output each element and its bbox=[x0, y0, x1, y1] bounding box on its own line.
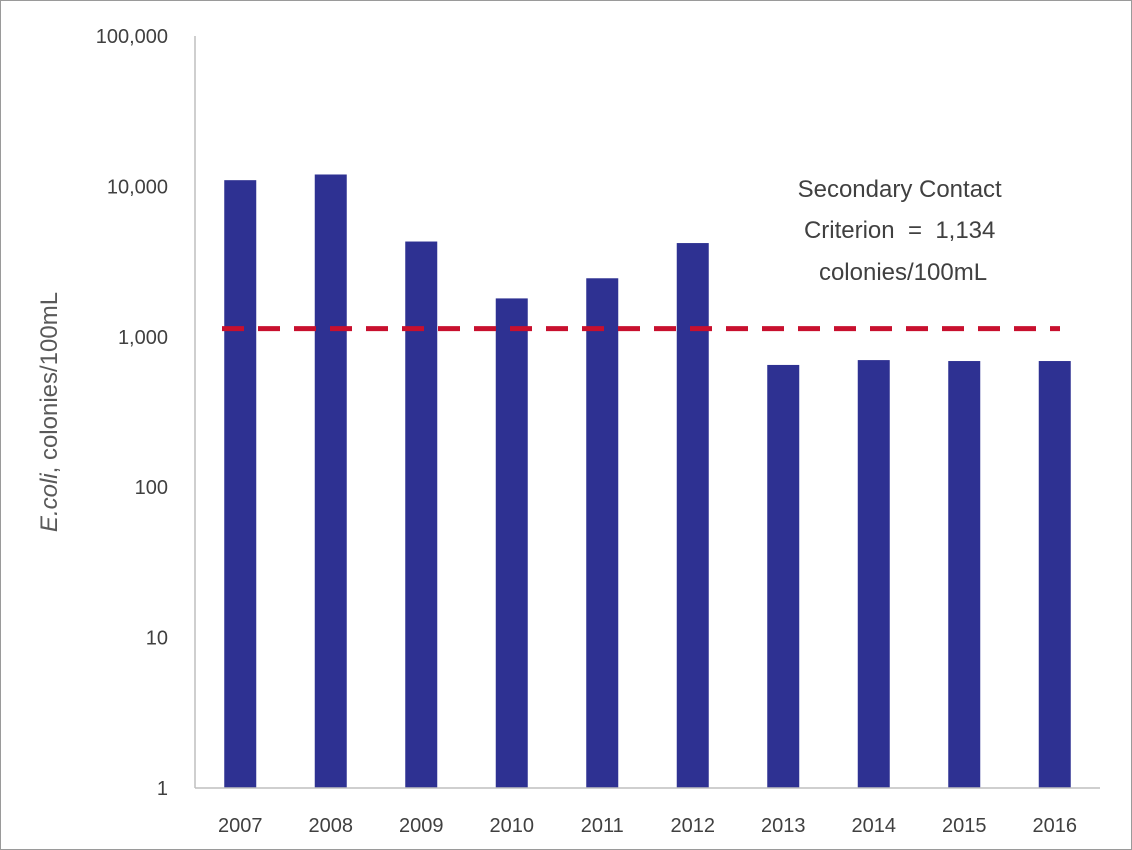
x-tick-2013: 2013 bbox=[761, 815, 806, 837]
y-tick-100: 100 bbox=[135, 477, 168, 499]
y-tick-10: 10 bbox=[146, 628, 168, 650]
bar-2011 bbox=[586, 278, 619, 788]
x-tick-2010: 2010 bbox=[490, 815, 535, 837]
bar-2009 bbox=[405, 241, 438, 788]
criterion-annotation-line-1: Secondary Contact bbox=[798, 176, 1002, 203]
bar-2014 bbox=[857, 360, 890, 788]
bar-2010 bbox=[495, 298, 528, 788]
y-tick-1000: 1,000 bbox=[118, 327, 168, 349]
y-axis-label: E.coli, colonies/100mL bbox=[36, 292, 63, 532]
x-tick-labels: 2007 2008 2009 2010 2011 2012 2013 2014 2015 2016 bbox=[218, 815, 1077, 837]
x-tick-2014: 2014 bbox=[852, 815, 897, 837]
x-tick-2009: 2009 bbox=[399, 815, 444, 837]
y-axis-label-italic: E.coli bbox=[36, 473, 63, 532]
bar-2012 bbox=[676, 243, 709, 789]
bar-2015 bbox=[948, 361, 981, 788]
criterion-annotation: Secondary Contact Criterion = 1,134 colo… bbox=[798, 176, 1009, 286]
bar-2007 bbox=[224, 180, 257, 788]
bar-2008 bbox=[314, 174, 347, 788]
y-axis-label-rest: , colonies/100mL bbox=[36, 292, 63, 473]
x-tick-2008: 2008 bbox=[309, 815, 354, 837]
criterion-annotation-line-3: colonies/100mL bbox=[819, 259, 987, 286]
y-tick-labels: 1 10 100 1,000 10,000 100,000 bbox=[96, 26, 168, 800]
x-tick-2012: 2012 bbox=[671, 815, 716, 837]
bar-2016 bbox=[1038, 361, 1071, 788]
criterion-annotation-line-2: Criterion = 1,134 bbox=[804, 217, 995, 244]
bars-group bbox=[224, 174, 1071, 789]
y-tick-100000: 100,000 bbox=[96, 26, 168, 48]
x-tick-2015: 2015 bbox=[942, 815, 987, 837]
x-tick-2007: 2007 bbox=[218, 815, 263, 837]
y-tick-1: 1 bbox=[157, 778, 168, 800]
x-tick-2011: 2011 bbox=[581, 815, 624, 837]
x-tick-2016: 2016 bbox=[1033, 815, 1078, 837]
bar-2013 bbox=[767, 364, 800, 788]
y-tick-10000: 10,000 bbox=[107, 176, 168, 198]
